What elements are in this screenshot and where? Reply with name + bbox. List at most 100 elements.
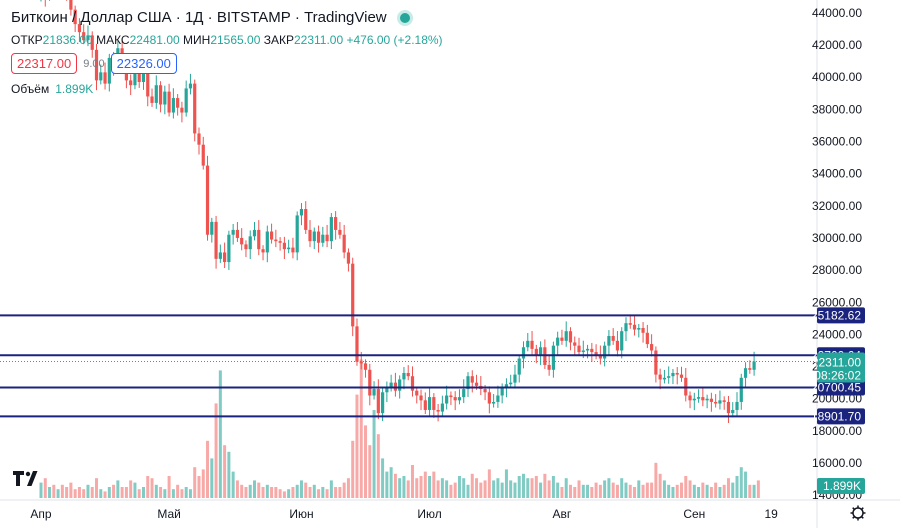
volume-bar bbox=[419, 476, 423, 498]
settings-gear-icon[interactable] bbox=[850, 505, 866, 521]
volume-bar bbox=[154, 484, 158, 498]
candle-body bbox=[351, 263, 355, 327]
volume-bar bbox=[206, 440, 210, 498]
candle-body bbox=[641, 327, 645, 333]
level-price-label: 20700.45 bbox=[811, 380, 861, 394]
volume-bar bbox=[735, 476, 739, 498]
candle-body bbox=[517, 358, 521, 375]
candle-body bbox=[167, 91, 171, 113]
volume-bar bbox=[368, 445, 372, 498]
volume-bar bbox=[287, 489, 291, 498]
volume-bar bbox=[739, 467, 743, 498]
candle-body bbox=[538, 347, 543, 356]
volume-bar bbox=[376, 434, 380, 498]
volume-bar bbox=[752, 484, 756, 498]
candle-body bbox=[573, 342, 577, 346]
candle-body bbox=[376, 389, 380, 414]
sell-button[interactable]: 22317.00 bbox=[11, 53, 78, 74]
candle-body bbox=[671, 372, 675, 377]
volume-bar bbox=[99, 489, 103, 498]
candle-body bbox=[743, 368, 748, 378]
spread-value: 9.00 bbox=[83, 57, 105, 70]
volume-bar bbox=[381, 458, 385, 498]
candle-body bbox=[585, 348, 590, 351]
candle-body bbox=[73, 9, 77, 25]
volume-bar bbox=[436, 480, 440, 498]
candle-body bbox=[94, 49, 99, 81]
volume-bar bbox=[295, 484, 299, 498]
candle-body bbox=[534, 348, 538, 356]
candle-body bbox=[188, 83, 193, 89]
volume-bar bbox=[214, 403, 218, 498]
volume-bar bbox=[675, 484, 679, 498]
interval-label[interactable]: 1Д bbox=[184, 9, 204, 26]
volume-bar bbox=[69, 482, 73, 498]
volume-bar bbox=[568, 484, 572, 498]
low-value: 21565.00 bbox=[210, 33, 261, 47]
volume-tag bbox=[817, 478, 865, 494]
candle-body bbox=[632, 324, 637, 330]
candle-body bbox=[547, 364, 551, 370]
y-tick-label: 16000.00 bbox=[812, 456, 862, 470]
candle-body bbox=[154, 85, 158, 103]
volume-bar bbox=[731, 482, 735, 498]
candle-body bbox=[252, 229, 257, 237]
candle-body bbox=[645, 332, 649, 345]
candle-body bbox=[316, 231, 321, 243]
candle-body bbox=[427, 397, 432, 410]
symbol-title[interactable]: Биткоин / Доллар США bbox=[11, 9, 172, 26]
chart-legend: Биткоин / Доллар США · 1Д · BITSTAMP · T… bbox=[11, 9, 443, 96]
volume-bar bbox=[487, 469, 491, 498]
volume-bar bbox=[329, 480, 333, 498]
market-open-icon bbox=[396, 9, 413, 26]
candle-body bbox=[500, 387, 504, 396]
candle-body bbox=[611, 336, 615, 341]
y-tick-label: 30000.00 bbox=[812, 231, 862, 245]
volume-bar bbox=[231, 471, 235, 498]
candle-body bbox=[650, 344, 654, 351]
volume-bar bbox=[551, 476, 555, 498]
candle-body bbox=[363, 363, 368, 370]
volume-bar bbox=[513, 482, 517, 498]
candle-body bbox=[551, 345, 555, 370]
tradingview-logo-icon[interactable] bbox=[12, 468, 42, 488]
volume-bar bbox=[688, 480, 692, 498]
candle-body bbox=[308, 229, 312, 242]
candle-body bbox=[69, 0, 73, 10]
candle-body bbox=[210, 221, 214, 235]
volume-bar bbox=[299, 480, 303, 498]
candle-body bbox=[82, 32, 86, 41]
volume-bar bbox=[133, 482, 137, 498]
level-price-tag bbox=[817, 307, 865, 324]
candle-body bbox=[453, 397, 457, 401]
candle-body bbox=[462, 389, 466, 398]
candle-body bbox=[709, 398, 713, 402]
candle-body bbox=[218, 252, 222, 259]
volume-bar bbox=[581, 484, 585, 498]
volume-bar bbox=[257, 482, 261, 498]
candle-body bbox=[513, 374, 517, 383]
y-tick-label: 38000.00 bbox=[812, 102, 862, 116]
candle-body bbox=[714, 401, 718, 404]
volume-bar bbox=[325, 489, 329, 498]
volume-bar bbox=[402, 476, 406, 498]
candle-body bbox=[227, 234, 231, 263]
candle-body bbox=[530, 340, 534, 349]
candle-body bbox=[731, 409, 735, 414]
volume-bar bbox=[312, 484, 316, 498]
volume-bar bbox=[82, 489, 86, 498]
candle-body bbox=[372, 389, 376, 396]
volume-bar bbox=[359, 359, 363, 498]
volume-bar bbox=[120, 487, 124, 498]
volume-bar bbox=[726, 478, 730, 498]
volume-bar bbox=[210, 458, 214, 498]
volume-bar bbox=[56, 489, 60, 498]
candle-body bbox=[705, 398, 709, 401]
buy-button[interactable]: 22326.00 bbox=[110, 53, 177, 74]
volume-bar bbox=[483, 480, 487, 498]
candle-body bbox=[269, 231, 274, 240]
candle-body bbox=[564, 331, 568, 341]
volume-bar bbox=[432, 471, 436, 498]
candle-body bbox=[180, 107, 184, 113]
